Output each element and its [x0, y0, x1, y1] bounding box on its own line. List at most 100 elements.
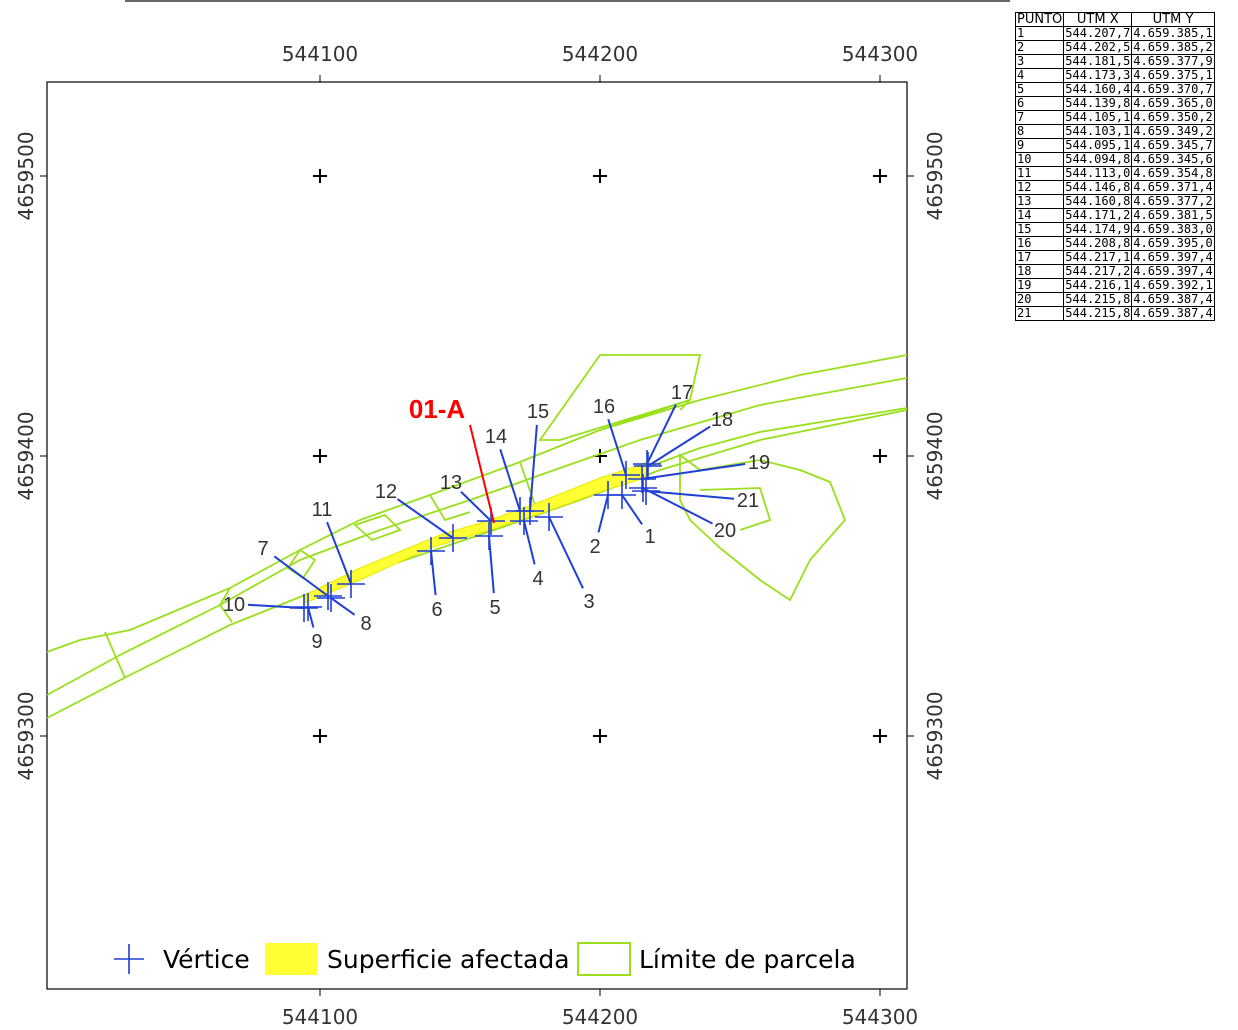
table-cell-utm-y: 4.659.387,4: [1131, 306, 1215, 321]
column-header: UTM Y: [1131, 12, 1215, 27]
vertex-leader-20: [642, 487, 713, 525]
table-cell-utm-x: 544.181,5: [1063, 54, 1133, 69]
table-row: 12 544.146,8 4.659.371,4: [1014, 180, 1215, 195]
vertex-label-8: 8: [360, 613, 371, 635]
vertex-marker-21: [632, 477, 660, 505]
x-tick-bottom-544300: 544300: [842, 1005, 918, 1029]
vertex-label-2: 2: [589, 536, 600, 558]
table-row: 21 544.215,8 4.659.387,4: [1014, 306, 1215, 321]
vertex-leader-21: [645, 490, 735, 500]
vertex-leader-7: [273, 555, 329, 597]
table-row: 1 544.207,7 4.659.385,1: [1014, 26, 1215, 41]
table-cell-utm-y: 4.659.385,2: [1131, 40, 1215, 55]
table-cell-utm-x: 544.160,4: [1063, 82, 1133, 97]
table-row: 8 544.103,1 4.659.349,2: [1014, 124, 1215, 139]
y-tick-left-4659400: 4659400: [14, 411, 38, 500]
grid-cross: [873, 729, 887, 743]
table-row: 17 544.217,1 4.659.397,4: [1014, 250, 1215, 265]
table-row: 6 544.139,8 4.659.365,0: [1014, 96, 1215, 111]
table-cell-punto: 10: [1014, 152, 1065, 167]
grid-cross: [313, 729, 327, 743]
x-tick-top-544100: 544100: [282, 42, 358, 66]
table-cell-utm-y: 4.659.377,9: [1131, 54, 1215, 69]
vertex-label-11: 11: [312, 499, 333, 521]
y-axis-left: 4659500 4659400 4659300: [14, 131, 47, 781]
x-axis-bottom: 544100 544200 544300: [282, 989, 918, 1029]
table-cell-utm-y: 4.659.383,0: [1131, 222, 1215, 237]
table-cell-utm-x: 544.215,8: [1063, 292, 1133, 307]
table-cell-utm-x: 544.215,8: [1063, 306, 1133, 321]
table-cell-punto: 9: [1014, 138, 1065, 153]
vertex-leader-13: [460, 491, 492, 522]
parcel-boundary: [599, 399, 691, 431]
vertex-marker-15: [516, 497, 544, 525]
table-cell-utm-x: 544.105,1: [1063, 110, 1133, 125]
table-cell-utm-x: 544.160,8: [1063, 194, 1133, 209]
parcel-boundary: [429, 494, 471, 522]
legend-vertex-label: Vértice: [163, 945, 250, 974]
vertex-marker-16: [612, 461, 640, 489]
vertex-leader-5: [488, 535, 495, 594]
table-cell-punto: 18: [1014, 264, 1065, 279]
table-cell-utm-x: 544.103,1: [1063, 124, 1133, 139]
table-row: 11 544.113,0 4.659.354,8: [1014, 166, 1215, 181]
table-cell-utm-y: 4.659.354,8: [1131, 166, 1215, 181]
table-cell-utm-y: 4.659.350,2: [1131, 110, 1215, 125]
table-row: 5 544.160,4 4.659.370,7: [1014, 82, 1215, 97]
y-tick-left-4659500: 4659500: [14, 131, 38, 220]
legend: Vértice Superficie afectada Límite de pa…: [114, 942, 856, 976]
parcel-boundary: [353, 513, 402, 542]
vertex-leader-19: [641, 463, 746, 480]
vertex-leader-16: [607, 419, 627, 476]
parcel-boundary: [218, 587, 233, 623]
table-cell-punto: 17: [1014, 250, 1065, 265]
legend-vertex-icon: [114, 944, 144, 974]
vertex-marker-11: [337, 570, 365, 598]
parcel-boundary: [538, 354, 702, 441]
vertex-label-21: 21: [737, 490, 759, 512]
vertex-label-20: 20: [714, 520, 736, 542]
table-cell-utm-y: 4.659.375,1: [1131, 68, 1215, 83]
grid-cross: [873, 169, 887, 183]
vertex-marker-6: [417, 537, 445, 565]
table-cell-punto: 2: [1014, 40, 1065, 55]
table-cell-utm-y: 4.659.345,6: [1131, 152, 1215, 167]
table-cell-utm-y: 4.659.395,0: [1131, 236, 1215, 251]
table-cell-punto: 8: [1014, 124, 1065, 139]
table-row: 19 544.216,1 4.659.392,1: [1014, 278, 1215, 293]
column-header: PUNTO: [1014, 12, 1065, 27]
table-cell-utm-y: 4.659.387,4: [1131, 292, 1215, 307]
table-cell-utm-x: 544.208,8: [1063, 236, 1133, 251]
table-cell-punto: 5: [1014, 82, 1065, 97]
table-cell-utm-y: 4.659.345,7: [1131, 138, 1215, 153]
vertex-label-18: 18: [711, 409, 733, 431]
table-cell-punto: 21: [1014, 306, 1065, 321]
grid-cross: [873, 449, 887, 463]
table-row: 4 544.173,3 4.659.375,1: [1014, 68, 1215, 83]
y-tick-left-4659300: 4659300: [14, 691, 38, 780]
table-header-row: PUNTO UTM X UTM Y: [1014, 12, 1215, 27]
table-cell-utm-x: 544.146,8: [1063, 180, 1133, 195]
table-cell-punto: 16: [1014, 236, 1065, 251]
parcel-id-label: 01-A: [409, 394, 466, 424]
table-row: 13 544.160,8 4.659.377,2: [1014, 194, 1215, 209]
y-tick-right-4659500: 4659500: [923, 131, 947, 220]
table-cell-utm-y: 4.659.392,1: [1131, 278, 1215, 293]
table-cell-utm-x: 544.174,9: [1063, 222, 1133, 237]
vertex-marker-18: [634, 452, 662, 480]
parcel-boundary: [47, 354, 907, 653]
grid-cross: [313, 449, 327, 463]
vertex-leader-15: [529, 424, 538, 512]
table-cell-utm-x: 544.217,1: [1063, 250, 1133, 265]
table-row: 9 544.095,1 4.659.345,7: [1014, 138, 1215, 153]
vertex-marker-5: [475, 522, 503, 550]
vertex-leader-9: [307, 606, 315, 628]
vertex-marker-3: [535, 503, 563, 531]
vertex-label-9: 9: [311, 631, 322, 653]
x-axis-top: 544100 544200 544300: [282, 42, 918, 82]
vertex-label-1: 1: [644, 526, 655, 548]
vertex-leader-18: [647, 425, 711, 467]
parcel-boundary: [679, 453, 847, 602]
table-cell-utm-x: 544.217,2: [1063, 264, 1133, 279]
